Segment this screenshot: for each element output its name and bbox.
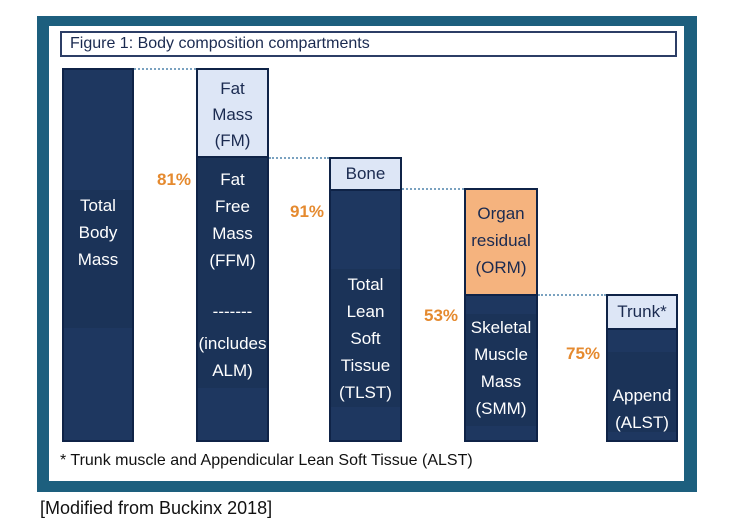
connector-fm: [134, 68, 196, 70]
tlst-percentage: 91%: [290, 202, 325, 221]
fat-free-mass-label: Fat Free Mass (FFM): [209, 170, 256, 270]
total-body-mass-label: Total Body Mass: [77, 196, 119, 269]
connector-orm: [402, 188, 464, 190]
total-body-mass-block: Total Body Mass: [62, 68, 134, 442]
skeletal-muscle-mass-label: Skeletal Muscle Mass (SMM): [470, 318, 532, 418]
bone-label: Bone: [345, 164, 386, 183]
footnote: * Trunk muscle and Appendicular Lean Sof…: [60, 452, 473, 469]
appendicular-lean-soft-tissue-block: Append (ALST): [606, 328, 678, 442]
figure-title: Figure 1: Body composition compartments: [60, 31, 677, 57]
alst-percentage: 75%: [566, 344, 601, 363]
connector-trunk: [538, 294, 606, 296]
ffm-divider: -------: [212, 302, 253, 321]
fat-mass-block: Fat Mass (FM): [196, 68, 269, 158]
skeletal-muscle-mass-block: Skeletal Muscle Mass (SMM): [464, 294, 538, 442]
organ-residual-block: Organ residual (ORM): [464, 188, 538, 296]
trunk-label: Trunk*: [617, 302, 667, 321]
ffm-note: (includes ALM): [198, 334, 267, 380]
connector-bone: [269, 157, 329, 159]
smm-percentage: 53%: [424, 306, 459, 325]
appendicular-lean-soft-tissue-label: Append (ALST): [612, 386, 672, 432]
source-caption: [Modified from Buckinx 2018]: [40, 498, 273, 518]
bone-block: Bone: [329, 157, 402, 191]
fat-free-mass-block: Fat Free Mass (FFM) ------- (includes AL…: [196, 156, 269, 442]
organ-residual-label: Organ residual (ORM): [471, 204, 531, 277]
total-lean-soft-tissue-block: Total Lean Soft Tissue (TLST): [329, 189, 402, 442]
ffm-percentage: 81%: [157, 170, 192, 189]
fat-mass-label: Fat Mass (FM): [212, 79, 253, 150]
total-lean-soft-tissue-label: Total Lean Soft Tissue (TLST): [339, 275, 392, 402]
trunk-block: Trunk*: [606, 294, 678, 330]
